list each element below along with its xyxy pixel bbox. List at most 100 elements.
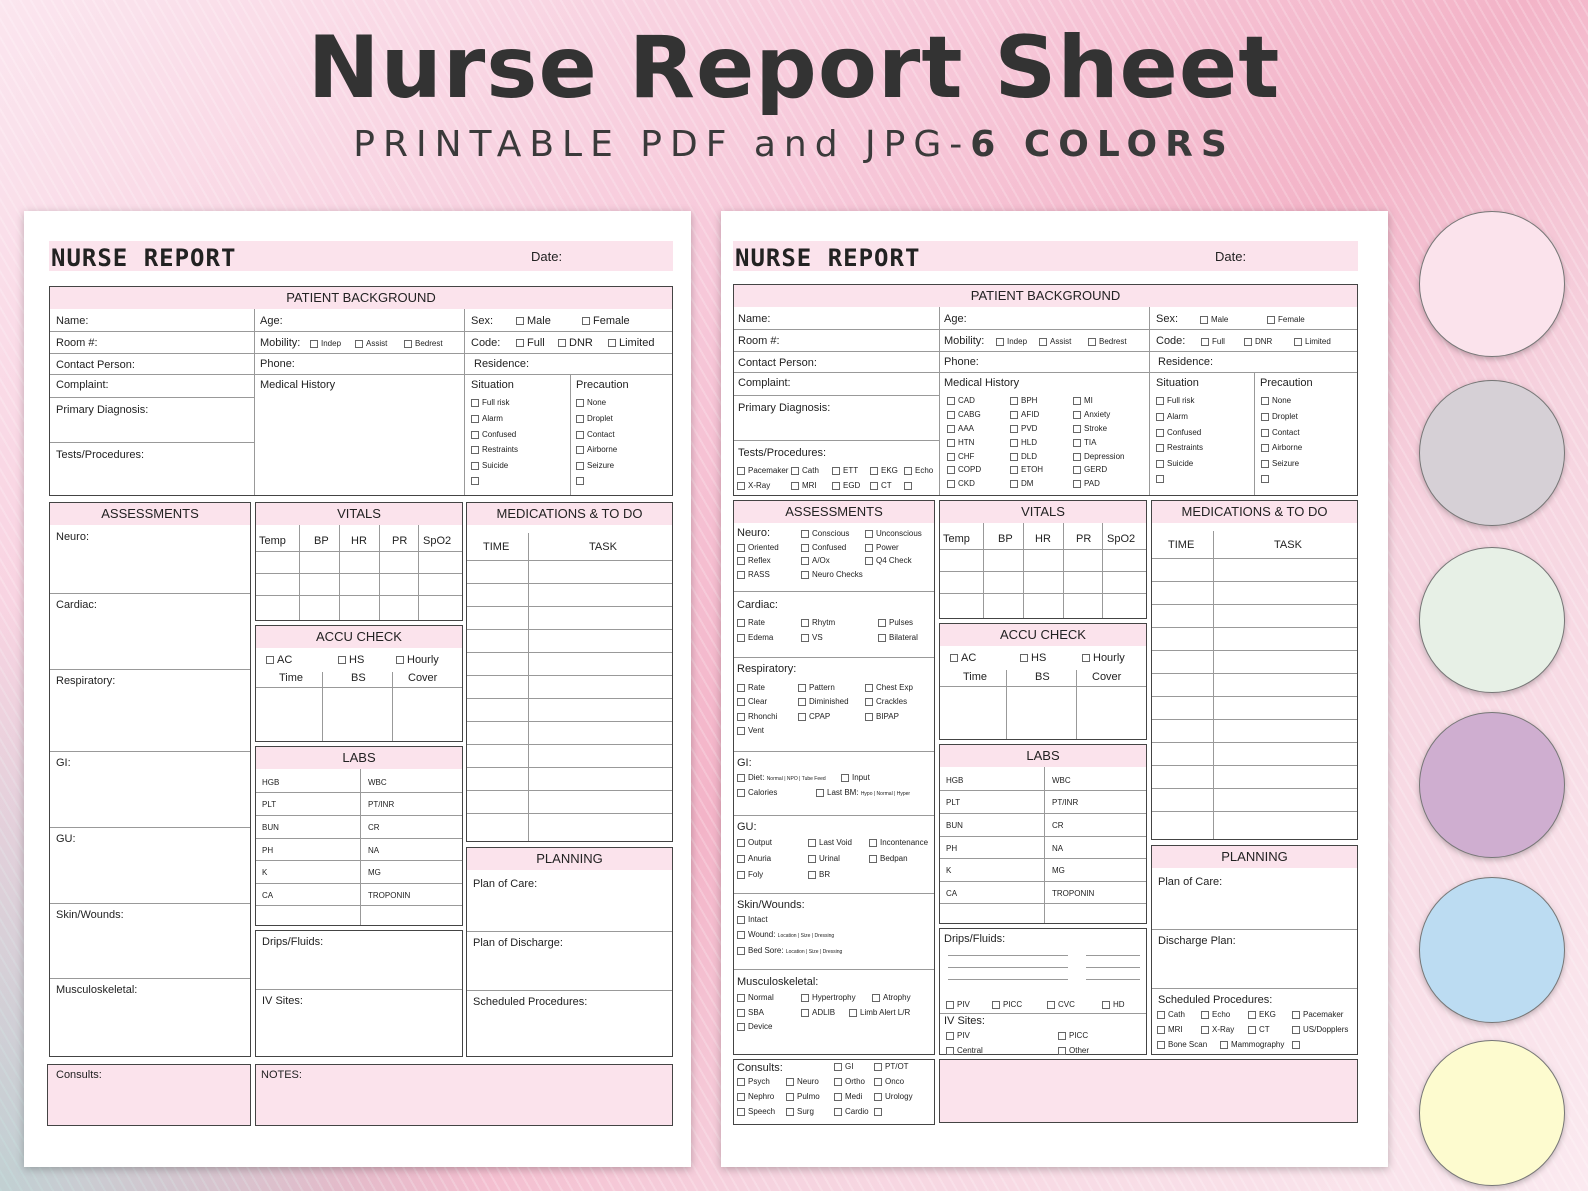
history-checkbox[interactable]: Anxiety xyxy=(1073,410,1110,419)
dnr-checkbox[interactable]: DNR xyxy=(558,337,593,349)
bedrest-checkbox[interactable]: Bedrest xyxy=(404,339,443,348)
assist-checkbox[interactable]: Assist xyxy=(1039,337,1071,346)
iv-checkbox[interactable]: PICC xyxy=(1058,1031,1088,1040)
line-checkbox[interactable]: HD xyxy=(1102,1000,1125,1009)
history-checkbox[interactable]: CAD xyxy=(947,396,975,405)
consult-checkbox[interactable]: Psych xyxy=(737,1077,770,1086)
history-checkbox[interactable]: CABG xyxy=(947,410,981,419)
line-checkbox[interactable]: PIV xyxy=(946,1000,970,1009)
skin-checkbox[interactable]: Bed Sore: Location | Size | Dressing xyxy=(737,946,842,955)
gi-calories-checkbox[interactable]: Calories xyxy=(737,788,777,797)
line-checkbox[interactable]: CVC xyxy=(1047,1000,1075,1009)
consult-checkbox[interactable]: Ortho xyxy=(834,1077,865,1086)
cardiac-checkbox[interactable]: VS xyxy=(801,633,823,642)
respiratory-checkbox[interactable]: Clear xyxy=(737,697,767,706)
history-checkbox[interactable]: HLD xyxy=(1010,438,1037,447)
gu-checkbox[interactable]: Last Void xyxy=(808,838,852,847)
limited-checkbox[interactable]: Limited xyxy=(608,337,654,349)
hs-checkbox[interactable]: HS xyxy=(338,654,364,666)
test-checkbox[interactable]: MRI xyxy=(791,481,817,490)
respiratory-checkbox[interactable]: CPAP xyxy=(798,712,830,721)
respiratory-checkbox[interactable]: BIPAP xyxy=(865,712,899,721)
neuro-checkbox[interactable]: Oriented xyxy=(737,543,779,552)
cardiac-checkbox[interactable]: Rate xyxy=(737,618,765,627)
neuro-checkbox[interactable]: Q4 Check xyxy=(865,556,912,565)
gu-checkbox[interactable]: Bedpan xyxy=(869,854,908,863)
hourly-checkbox[interactable]: Hourly xyxy=(1082,652,1125,664)
precaution-checkbox[interactable]: Seizure xyxy=(576,461,614,470)
procedure-checkbox[interactable]: CT xyxy=(1248,1025,1270,1034)
musc-checkbox[interactable]: Atrophy xyxy=(872,993,911,1002)
gu-checkbox[interactable]: Output xyxy=(737,838,772,847)
male-checkbox[interactable]: Male xyxy=(1200,315,1228,324)
iv-checkbox[interactable]: Other xyxy=(1058,1046,1089,1055)
ac-checkbox[interactable]: AC xyxy=(950,652,976,664)
cardiac-checkbox[interactable]: Rhytm xyxy=(801,618,835,627)
assist-checkbox[interactable]: Assist xyxy=(355,339,387,348)
consult-checkbox[interactable]: GI xyxy=(834,1062,853,1071)
history-checkbox[interactable]: GERD xyxy=(1073,465,1107,474)
neuro-checkbox[interactable]: A/Ox xyxy=(801,556,830,565)
full-checkbox[interactable]: Full xyxy=(1201,337,1225,346)
consult-checkbox[interactable]: Pulmo xyxy=(786,1092,820,1101)
indep-checkbox[interactable]: Indep xyxy=(996,337,1027,346)
history-checkbox[interactable]: MI xyxy=(1073,396,1093,405)
situation-checkbox[interactable]: Restraints xyxy=(471,445,518,454)
precaution-checkbox[interactable]: Droplet xyxy=(1261,412,1298,421)
history-checkbox[interactable]: Stroke xyxy=(1073,424,1107,433)
gi-diet-checkbox[interactable]: Diet: Normal | NPO | Tube Feed xyxy=(737,773,826,782)
procedure-checkbox[interactable]: US/Dopplers xyxy=(1292,1025,1348,1034)
consult-checkbox[interactable]: Medi xyxy=(834,1092,862,1101)
indep-checkbox[interactable]: Indep xyxy=(310,339,341,348)
precaution-checkbox-blank[interactable] xyxy=(1261,474,1272,483)
test-checkbox-blank[interactable] xyxy=(904,481,915,490)
gu-checkbox[interactable]: BR xyxy=(808,870,830,879)
situation-checkbox[interactable]: Full risk xyxy=(471,398,510,407)
situation-checkbox-blank[interactable] xyxy=(1156,474,1167,483)
test-checkbox[interactable]: EGD xyxy=(832,481,860,490)
consult-checkbox[interactable]: Onco xyxy=(874,1077,904,1086)
history-checkbox[interactable]: ETOH xyxy=(1010,465,1043,474)
history-checkbox[interactable]: BPH xyxy=(1010,396,1037,405)
precaution-checkbox-blank[interactable] xyxy=(576,476,587,485)
consult-checkbox-blank[interactable] xyxy=(874,1107,885,1116)
gu-checkbox[interactable]: Anuria xyxy=(737,854,771,863)
procedure-checkbox[interactable]: Pacemaker xyxy=(1292,1010,1343,1019)
test-checkbox[interactable]: Echo xyxy=(904,466,933,475)
bedrest-checkbox[interactable]: Bedrest xyxy=(1088,337,1127,346)
procedure-checkbox-blank[interactable] xyxy=(1292,1040,1303,1049)
skin-checkbox[interactable]: Wound: Location | Size | Dressing xyxy=(737,930,834,939)
history-checkbox[interactable]: CKD xyxy=(947,479,975,488)
test-checkbox[interactable]: EKG xyxy=(870,466,898,475)
respiratory-checkbox[interactable]: Diminished xyxy=(798,697,849,706)
test-checkbox[interactable]: Pacemaker xyxy=(737,466,788,475)
precaution-checkbox[interactable]: Contact xyxy=(576,430,615,439)
musc-checkbox[interactable]: Limb Alert L/R xyxy=(849,1008,910,1017)
procedure-checkbox[interactable]: X-Ray xyxy=(1201,1025,1234,1034)
gi-lastbm-checkbox[interactable]: Last BM: Hypo | Normal | Hyper xyxy=(816,788,910,797)
dnr-checkbox[interactable]: DNR xyxy=(1244,337,1272,346)
female-checkbox[interactable]: Female xyxy=(582,315,630,327)
consult-checkbox[interactable]: Neuro xyxy=(786,1077,819,1086)
musc-checkbox[interactable]: Device xyxy=(737,1022,772,1031)
neuro-checkbox[interactable]: Unconscious xyxy=(865,529,922,538)
situation-checkbox[interactable]: Confused xyxy=(471,430,516,439)
gu-checkbox[interactable]: Incontenance xyxy=(869,838,928,847)
cardiac-checkbox[interactable]: Edema xyxy=(737,633,773,642)
situation-checkbox[interactable]: Alarm xyxy=(471,414,503,423)
history-checkbox[interactable]: PAD xyxy=(1073,479,1100,488)
consult-checkbox[interactable]: Urology xyxy=(874,1092,913,1101)
musc-checkbox[interactable]: Normal xyxy=(737,993,774,1002)
cardiac-checkbox[interactable]: Bilateral xyxy=(878,633,918,642)
history-checkbox[interactable]: DM xyxy=(1010,479,1033,488)
history-checkbox[interactable]: TIA xyxy=(1073,438,1096,447)
neuro-checkbox[interactable]: Conscious xyxy=(801,529,849,538)
history-checkbox[interactable]: AFID xyxy=(1010,410,1039,419)
cardiac-checkbox[interactable]: Pulses xyxy=(878,618,913,627)
respiratory-checkbox[interactable]: Crackles xyxy=(865,697,907,706)
procedure-checkbox[interactable]: Bone Scan xyxy=(1157,1040,1207,1049)
hourly-checkbox[interactable]: Hourly xyxy=(396,654,439,666)
procedure-checkbox[interactable]: MRI xyxy=(1157,1025,1183,1034)
gu-checkbox[interactable]: Urinal xyxy=(808,854,840,863)
history-checkbox[interactable]: Depression xyxy=(1073,452,1124,461)
